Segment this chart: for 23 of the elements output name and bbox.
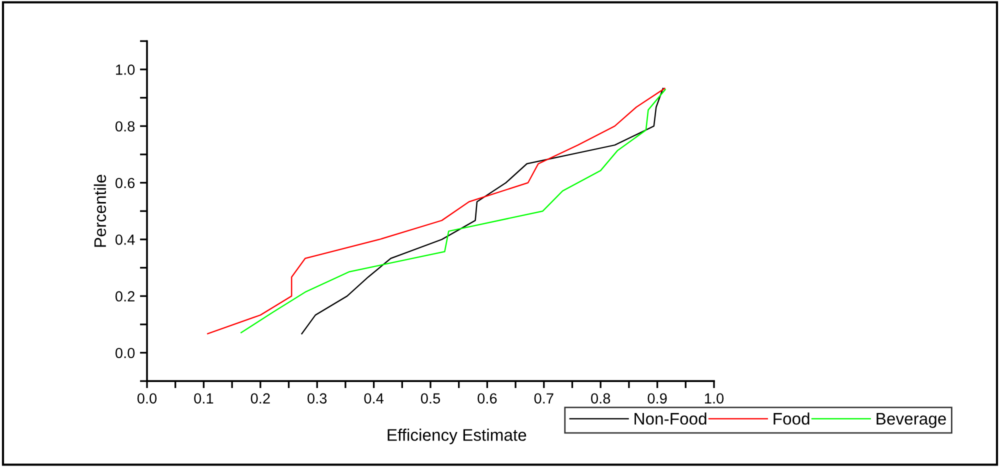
line-series bbox=[301, 88, 664, 334]
legend-label: Beverage bbox=[876, 413, 946, 428]
x-tick-label: 0.9 bbox=[648, 393, 667, 404]
y-tick-label: 0.8 bbox=[115, 121, 135, 132]
x-axis-title: Efficiency Estimate bbox=[388, 428, 526, 444]
x-tick-label: 0.0 bbox=[137, 393, 157, 404]
legend-label: Food bbox=[774, 412, 810, 425]
y-axis-title: Percentile bbox=[94, 174, 106, 247]
x-tick-label: 1.0 bbox=[704, 393, 724, 404]
y-tick-label: 1.0 bbox=[116, 64, 135, 75]
x-tick-label: 0.7 bbox=[534, 393, 554, 404]
y-tick-label: 0.6 bbox=[115, 178, 135, 188]
x-tick-label: 0.5 bbox=[420, 393, 440, 404]
x-tick-label: 0.4 bbox=[364, 393, 384, 404]
y-tick-label: 0.2 bbox=[115, 291, 134, 302]
y-tick-label: 0.4 bbox=[115, 234, 135, 245]
y-tick-label: 0.0 bbox=[115, 348, 135, 358]
x-tick-label: 0.6 bbox=[478, 393, 497, 404]
legend-label: Non-Food bbox=[634, 412, 706, 425]
x-tick-label: 0.1 bbox=[194, 393, 214, 404]
x-tick-label: 0.8 bbox=[591, 393, 610, 404]
x-tick-label: 0.3 bbox=[308, 393, 327, 404]
x-tick-label: 0.2 bbox=[250, 393, 270, 404]
